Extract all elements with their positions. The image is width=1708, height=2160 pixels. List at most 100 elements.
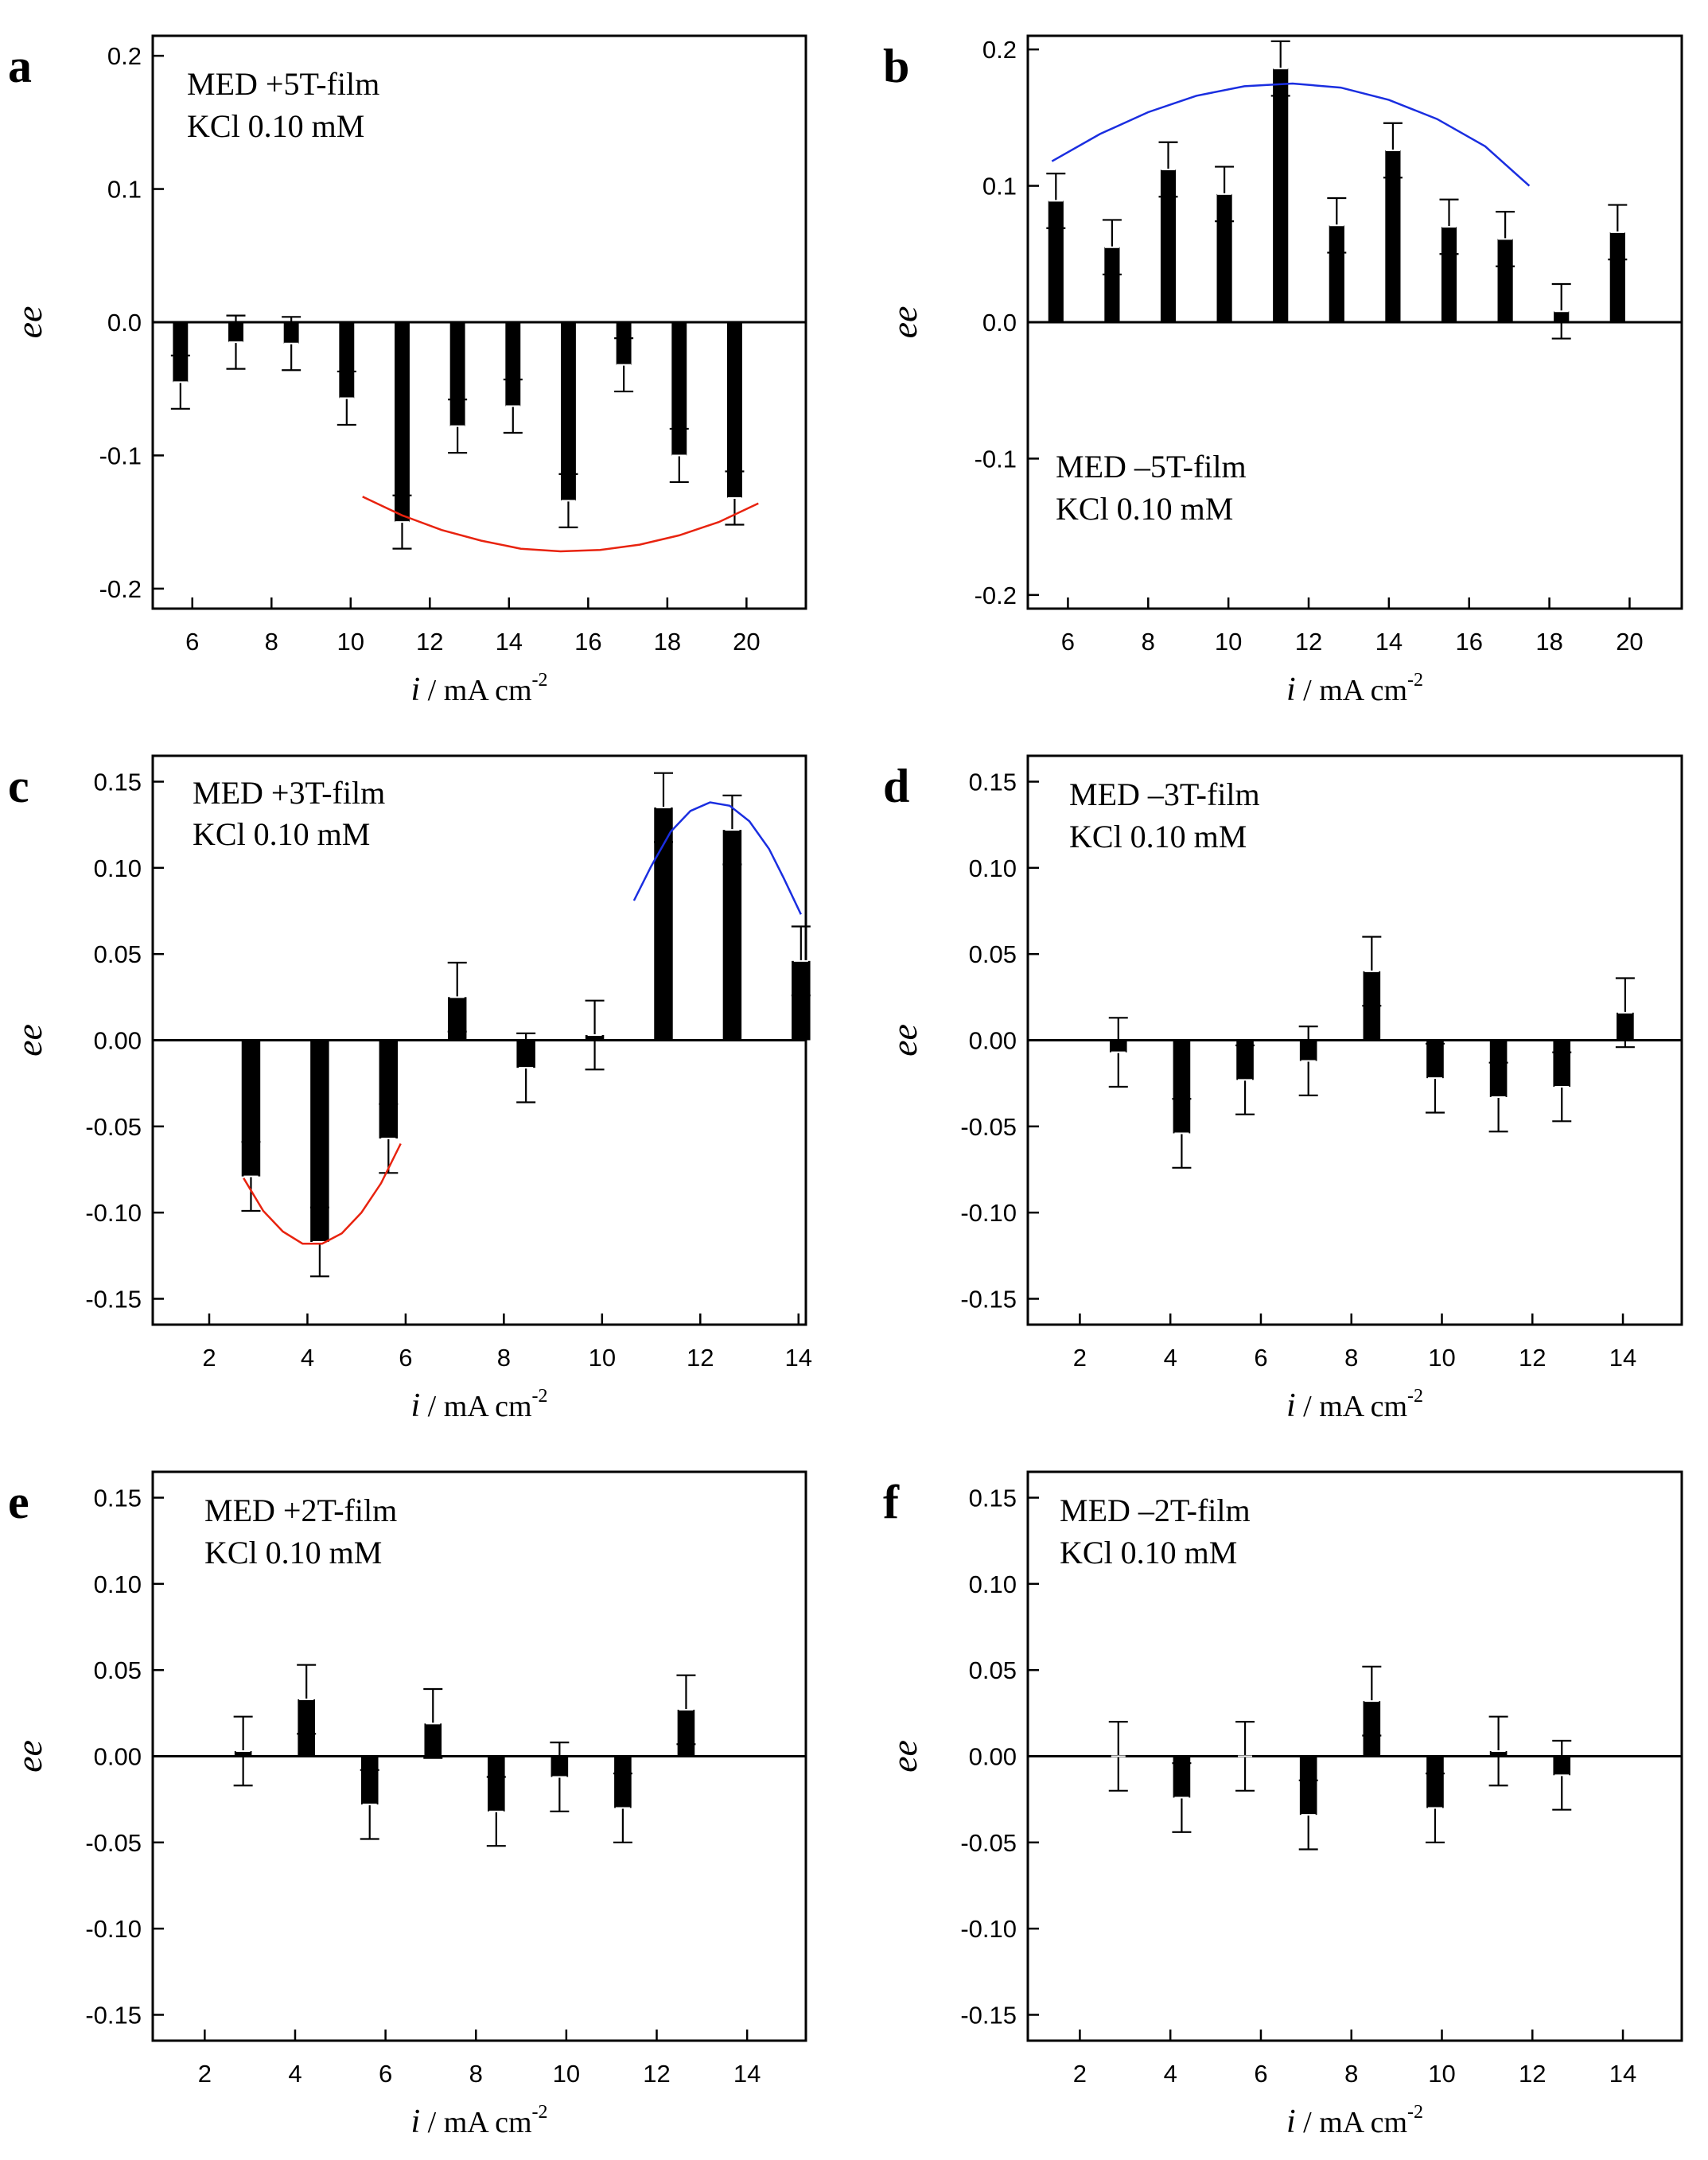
y-tick-label: -0.15	[85, 2002, 142, 2030]
x-tick-label: 10	[553, 2060, 580, 2088]
y-tick-label: 0.00	[969, 1027, 1017, 1055]
x-tick-label: 6	[1254, 2060, 1267, 2088]
panel-letter: c	[8, 760, 29, 812]
y-tick-label: -0.15	[960, 2002, 1017, 2030]
y-tick-label: -0.10	[960, 1915, 1017, 1943]
chart-title: MED –5T-film	[1056, 449, 1247, 485]
y-tick-label: -0.1	[975, 445, 1017, 473]
chart-subtitle: KCl 0.10 mM	[187, 108, 364, 144]
bar	[561, 322, 576, 501]
x-tick-label: 14	[496, 628, 523, 656]
x-tick-label: 2	[1073, 1344, 1087, 1372]
x-tick-label: 2	[1073, 2060, 1087, 2088]
bar	[339, 322, 355, 399]
y-tick-label: 0.15	[94, 1485, 142, 1512]
x-tick-label: 14	[1375, 628, 1403, 656]
y-tick-label: -0.10	[960, 1199, 1017, 1227]
y-axis-label: ee	[884, 306, 924, 339]
fit-curve	[1051, 82, 1531, 187]
y-tick-label: 0.0	[107, 309, 142, 337]
x-axis-label: i / mA cm-2	[1286, 670, 1423, 708]
x-tick-label: 16	[574, 628, 601, 656]
y-tick-label: 0.15	[94, 769, 142, 796]
bar	[1216, 193, 1232, 322]
panel-e: -0.15 -0.10 -0.05 0.00 0.05 0.10 0.15 2 4 6 8 10 12 1…	[8, 1470, 807, 2140]
chart-subtitle: KCl 0.10 mM	[204, 1535, 382, 1570]
bar	[1173, 1040, 1191, 1134]
y-tick-label: 0.05	[969, 1656, 1017, 1684]
x-tick-label: 10	[1428, 1344, 1455, 1372]
bar	[310, 1040, 329, 1242]
x-tick-label: 6	[399, 1344, 412, 1372]
x-tick-label: 12	[687, 1344, 714, 1372]
y-tick-label: -0.1	[99, 442, 142, 469]
bar	[1497, 239, 1513, 322]
x-tick-label: 4	[1164, 1344, 1177, 1372]
y-tick-label: 0.1	[107, 176, 142, 204]
y-tick-label: 0.2	[107, 42, 142, 70]
y-tick-label: 0.05	[969, 940, 1017, 968]
x-tick-label: 2	[202, 1344, 216, 1372]
x-tick-label: 18	[654, 628, 681, 656]
x-tick-label: 4	[1164, 2060, 1177, 2088]
y-tick-label: -0.05	[85, 1113, 142, 1141]
chart-title: MED –3T-film	[1069, 776, 1260, 812]
y-tick-label: 0.10	[94, 1570, 142, 1598]
x-tick-label: 12	[416, 628, 443, 656]
x-axis-label-exponent: -2	[532, 670, 548, 691]
bar	[654, 808, 673, 1041]
x-tick-label: 20	[1616, 628, 1643, 656]
bar	[1104, 247, 1120, 322]
y-tick-label: -0.05	[85, 1829, 142, 1857]
bar	[792, 960, 811, 1041]
x-tick-label: 10	[589, 1344, 616, 1372]
bar	[1385, 150, 1401, 322]
x-axis-label-unit: / mA cm	[420, 674, 531, 707]
x-tick-label: 6	[1254, 1344, 1267, 1372]
x-tick-label: 8	[265, 628, 278, 656]
x-tick-label: 8	[497, 1344, 511, 1372]
y-tick-label: 0.2	[982, 36, 1017, 64]
y-tick-label: 0.15	[969, 1485, 1017, 1512]
x-tick-label: 4	[288, 2060, 302, 2088]
x-tick-label: 8	[1344, 2060, 1358, 2088]
panel-b: -0.2 -0.1 0.0 0.1 0.2 6 8 10 12 14 16 18 20 b MED –5T-…	[883, 34, 1683, 708]
x-tick-label: 12	[1295, 628, 1322, 656]
x-axis-label: i / mA cm-2	[410, 1386, 547, 1424]
x-tick-label: 10	[1215, 628, 1242, 656]
y-tick-label: -0.10	[85, 1915, 142, 1943]
x-axis-label: i / mA cm-2	[410, 2102, 547, 2140]
y-tick-label: -0.15	[85, 1286, 142, 1314]
x-axis-label-variable: i	[410, 1387, 420, 1424]
bar	[1273, 68, 1289, 323]
y-tick-label: 0.10	[969, 1570, 1017, 1598]
panel-letter: a	[8, 40, 32, 92]
bar	[722, 830, 742, 1041]
x-axis-label-variable: i	[410, 671, 420, 708]
bar	[1160, 169, 1177, 322]
x-axis-label-unit: / mA cm	[1296, 2106, 1407, 2139]
x-axis-label: i / mA cm-2	[1286, 1386, 1423, 1424]
y-tick-label: 0.15	[969, 769, 1017, 796]
y-tick-label: -0.2	[975, 582, 1017, 609]
bar	[1609, 232, 1625, 322]
panel-letter: f	[883, 1476, 900, 1528]
x-axis-label-exponent: -2	[1407, 1386, 1423, 1407]
x-tick-label: 6	[379, 2060, 392, 2088]
x-axis-label-exponent: -2	[1407, 670, 1423, 691]
x-tick-label: 14	[784, 1344, 811, 1372]
x-tick-label: 12	[1519, 2060, 1546, 2088]
x-axis-label-exponent: -2	[1407, 2102, 1423, 2123]
y-tick-label: 0.0	[982, 309, 1017, 337]
x-tick-label: 20	[733, 628, 760, 656]
x-tick-label: 18	[1535, 628, 1562, 656]
x-axis-label-exponent: -2	[532, 2102, 548, 2123]
chart-title: MED +3T-film	[193, 775, 385, 811]
bar	[173, 322, 189, 383]
x-tick-label: 12	[1519, 1344, 1546, 1372]
y-axis-label: ee	[884, 1740, 924, 1773]
y-tick-label: -0.05	[960, 1113, 1017, 1141]
bar	[1329, 225, 1344, 322]
panel-letter: d	[883, 760, 909, 812]
